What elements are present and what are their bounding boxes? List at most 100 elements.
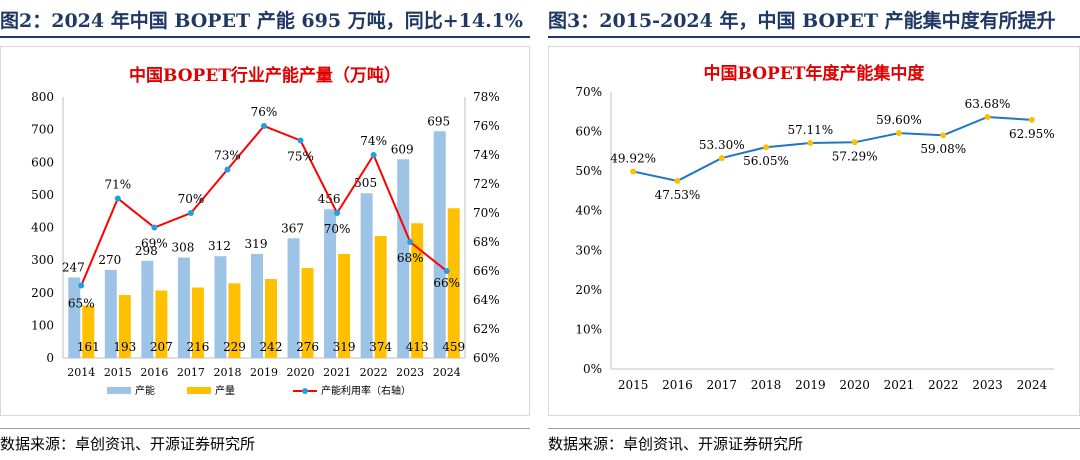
legend-label: 产能利用率（右轴） bbox=[321, 384, 411, 397]
utilization-data-label: 65% bbox=[68, 297, 95, 311]
concentration-data-label: 59.08% bbox=[920, 142, 966, 156]
x-tick-label: 2023 bbox=[396, 366, 424, 379]
capacity-data-label: 270 bbox=[98, 253, 121, 267]
capacity-data-label: 367 bbox=[281, 221, 304, 235]
legend-marker bbox=[302, 388, 308, 394]
x-tick-label: 2018 bbox=[213, 366, 241, 379]
y-tick-label: 10% bbox=[575, 322, 602, 336]
y-left-tick-label: 200 bbox=[31, 286, 54, 300]
utilization-point bbox=[151, 224, 158, 231]
utilization-point bbox=[224, 166, 231, 173]
output-bar bbox=[191, 287, 204, 358]
concentration-point bbox=[763, 144, 770, 151]
legend-label: 产量 bbox=[215, 384, 235, 397]
x-tick-label: 2023 bbox=[972, 378, 1003, 392]
y-right-tick-label: 76% bbox=[473, 119, 500, 133]
utilization-point bbox=[261, 123, 267, 129]
concentration-line bbox=[632, 115, 1032, 182]
output-bar bbox=[301, 267, 314, 358]
utilization-point bbox=[407, 239, 414, 245]
concentration-point bbox=[718, 155, 725, 162]
output-data-label: 374 bbox=[369, 340, 392, 354]
utilization-point bbox=[114, 195, 121, 202]
output-data-label: 216 bbox=[186, 340, 209, 354]
output-bar bbox=[82, 305, 95, 358]
x-tick-label: 2017 bbox=[177, 366, 205, 379]
utilization-data-label: 66% bbox=[433, 276, 460, 290]
capacity-bar bbox=[324, 209, 337, 358]
utilization-data-label: 74% bbox=[360, 134, 387, 148]
concentration-point bbox=[807, 140, 814, 147]
output-data-label: 276 bbox=[296, 340, 319, 354]
chart-title: 中国BOPET行业产能产量（万吨） bbox=[129, 66, 401, 86]
concentration-point bbox=[984, 114, 991, 121]
output-data-label: 193 bbox=[113, 340, 136, 354]
capacity-bar bbox=[251, 253, 263, 358]
source-note: 数据来源：卓创资讯、开源证券研究所 bbox=[0, 428, 530, 454]
y-right-tick-label: 70% bbox=[473, 206, 500, 220]
concentration-point bbox=[851, 139, 858, 146]
output-bar bbox=[447, 208, 460, 358]
capacity-output-chart: 0 100 200 300 400 500 600 700 800 60% 62% 64% 66% 68%… bbox=[31, 90, 500, 397]
capacity-data-label: 609 bbox=[391, 142, 414, 156]
concentration-chart: 0% 10% 20% 30% 40% 50% 60% 70% 2015 49.92% 2016 47.… bbox=[575, 85, 1055, 392]
x-tick-label: 2017 bbox=[706, 378, 737, 392]
concentration-data-label: 59.60% bbox=[876, 113, 922, 127]
x-tick-label: 2024 bbox=[1017, 378, 1048, 392]
y-tick-label: 20% bbox=[575, 283, 602, 297]
y-right-tick-label: 68% bbox=[473, 235, 500, 249]
x-tick-label: 2021 bbox=[323, 366, 351, 379]
y-left-tick-label: 500 bbox=[31, 188, 54, 202]
concentration-data-label: 56.05% bbox=[743, 154, 789, 168]
y-left-tick-label: 400 bbox=[31, 221, 54, 235]
y-tick-label: 50% bbox=[575, 164, 602, 178]
output-data-label: 413 bbox=[406, 340, 429, 354]
x-tick-label: 2015 bbox=[104, 366, 132, 379]
x-tick-label: 2022 bbox=[928, 378, 959, 392]
capacity-bar bbox=[104, 269, 117, 358]
output-bar bbox=[118, 295, 131, 358]
output-bar bbox=[265, 279, 277, 358]
capacity-bar bbox=[177, 257, 190, 358]
source-note: 数据来源：卓创资讯、开源证券研究所 bbox=[548, 428, 1080, 454]
output-bar bbox=[155, 290, 168, 358]
concentration-data-label: 57.29% bbox=[832, 149, 878, 163]
capacity-data-label: 505 bbox=[354, 176, 377, 190]
chart-title: 中国BOPET年度产能集中度 bbox=[703, 64, 925, 84]
capacity-bar bbox=[214, 256, 227, 358]
concentration-point bbox=[630, 168, 637, 175]
legend-swatch bbox=[187, 387, 211, 394]
y-right-tick-label: 62% bbox=[473, 322, 500, 336]
y-left-tick-label: 800 bbox=[31, 90, 54, 104]
x-tick-label: 2019 bbox=[250, 366, 278, 379]
output-bar bbox=[338, 253, 351, 358]
concentration-data-label: 47.53% bbox=[655, 188, 701, 202]
capacity-data-label: 247 bbox=[62, 260, 85, 274]
y-tick-label: 40% bbox=[575, 204, 602, 218]
x-tick-label: 2016 bbox=[140, 366, 168, 379]
concentration-point bbox=[674, 177, 681, 184]
x-tick-label: 2024 bbox=[433, 366, 461, 379]
utilization-data-label: 68% bbox=[397, 251, 424, 265]
legend-label: 产能 bbox=[135, 384, 155, 397]
x-tick-label: 2016 bbox=[662, 378, 693, 392]
output-data-label: 229 bbox=[223, 340, 246, 354]
chart-area: 中国BOPET年度产能集中度 0% 10% 20% 30% 40% 50% 60% 70% 20… bbox=[548, 46, 1080, 416]
y-right-tick-label: 78% bbox=[473, 90, 500, 104]
utilization-data-label: 73% bbox=[214, 149, 241, 163]
utilization-data-label: 70% bbox=[324, 222, 351, 236]
capacity-bar bbox=[287, 238, 300, 358]
concentration-data-label: 57.11% bbox=[787, 123, 833, 137]
concentration-data-label: 53.30% bbox=[699, 138, 745, 152]
output-data-label: 319 bbox=[333, 340, 356, 354]
utilization-point bbox=[187, 210, 194, 216]
y-right-tick-label: 66% bbox=[473, 264, 500, 278]
utilization-point bbox=[78, 282, 85, 289]
y-right-tick-label: 72% bbox=[473, 177, 500, 191]
capacity-bar bbox=[397, 159, 410, 358]
concentration-data-label: 62.95% bbox=[1009, 127, 1055, 141]
output-data-label: 207 bbox=[150, 340, 173, 354]
output-bar bbox=[374, 235, 387, 358]
utilization-point bbox=[297, 137, 304, 144]
concentration-data-label: 49.92% bbox=[610, 151, 656, 165]
